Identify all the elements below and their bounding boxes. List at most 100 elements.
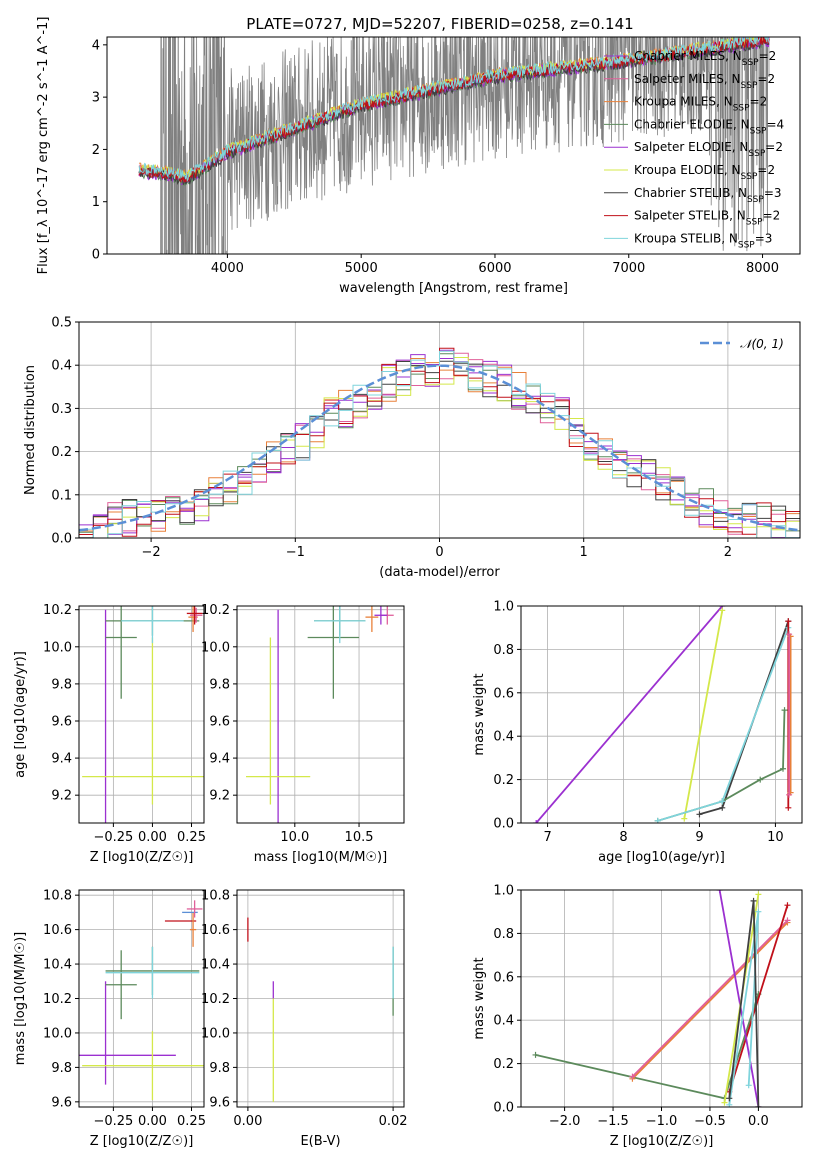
x-tick-label: 0 [435, 545, 443, 560]
data-point-marker [785, 804, 792, 811]
y-tick-label: 0.2 [493, 1057, 514, 1072]
y-tick-label: 10.6 [43, 923, 72, 938]
x-tick-label: 0.00 [233, 1114, 262, 1129]
plot-area [247, 917, 394, 1102]
y-tick-label: 0.1 [51, 488, 72, 503]
y-axis-label: Normed distribution [23, 365, 38, 495]
y-tick-label: 0.6 [493, 970, 514, 985]
y-tick-label: 10.4 [201, 958, 230, 973]
axes-frame [520, 605, 803, 824]
y-tick-label: 9.8 [209, 1061, 230, 1076]
y-tick-label: 10.0 [43, 1026, 72, 1041]
y-tick-label: 10.2 [43, 992, 72, 1007]
series-line [631, 919, 789, 1078]
y-tick-label: 0.8 [493, 927, 514, 942]
data-point-marker [755, 891, 762, 898]
data-point-marker [719, 804, 726, 811]
y-axis-label: mass weight [472, 957, 487, 1039]
data-point-marker [785, 618, 792, 625]
y-axis-label: mass [log10(M/M☉)] [13, 932, 28, 1065]
data-point-marker [784, 917, 791, 924]
y-tick-label: 10.2 [201, 992, 230, 1007]
x-tick-label: 0.0 [748, 1114, 769, 1129]
mass-vs-EBV-panel: 0.00 0.02 9.6 9.8 10.0 10.2 10.4 10.6 10.8 E(B-V) [201, 889, 408, 1149]
y-tick-label: 0.8 [493, 643, 514, 658]
y-tick-label: 10.2 [43, 603, 72, 618]
y-tick-label: 10.2 [201, 603, 230, 618]
y-tick-label: 0.6 [493, 686, 514, 701]
model-spectrum-line [138, 37, 770, 183]
x-tick-label: 8000 [746, 261, 779, 276]
data-point-marker [696, 811, 703, 818]
x-axis-label: (data-model)/error [379, 565, 500, 580]
plot-area [138, 37, 770, 254]
age-vs-mass-panel: 10.0 10.5 9.2 9.4 9.6 9.8 10.0 10.2 mass [log10(… [201, 603, 405, 865]
series-line [683, 610, 724, 819]
x-tick-label: −1 [286, 545, 305, 560]
y-tick-label: 9.6 [51, 1095, 72, 1110]
y-tick-label: 0 [92, 248, 100, 263]
y-tick-label: 9.6 [209, 714, 230, 729]
y-tick-label: 9.2 [209, 789, 230, 804]
y-tick-label: 9.8 [209, 677, 230, 692]
x-tick-label: −2.0 [549, 1114, 581, 1129]
data-point-marker [784, 902, 791, 909]
x-tick-label: −1.0 [646, 1114, 678, 1129]
y-tick-label: 0.4 [493, 1014, 514, 1029]
legend: 𝒩(0, 1) [700, 337, 784, 351]
y-tick-label: 9.2 [51, 789, 72, 804]
age-vs-Z-panel: −0.25 0.00 0.25 9.2 9.4 9.6 9.8 10.0 10.2 Z [log1… [13, 603, 206, 865]
x-tick-label: −0.5 [694, 1114, 726, 1129]
axes-frame [236, 605, 405, 824]
plot-area [82, 606, 204, 823]
x-tick-label: 0.00 [138, 1114, 167, 1129]
data-point-marker [750, 897, 757, 904]
y-tick-label: 10.8 [201, 889, 230, 904]
y-axis-label: Flux [f_λ 10^-17 erg cm^-2 s^-1 A^-1] [36, 17, 51, 275]
x-tick-label: 8 [619, 830, 627, 845]
data-point-marker [755, 908, 762, 915]
y-axis-label: mass weight [472, 673, 487, 755]
y-tick-label: 0.4 [51, 359, 72, 374]
series-line [631, 921, 789, 1080]
legend-label: 𝒩(0, 1) [740, 337, 784, 351]
data-point-marker [786, 631, 793, 638]
data-point-marker [532, 1051, 539, 1058]
massweight-vs-age-panel: 7 8 9 10 0.0 0.2 0.4 0.6 0.8 1.0 age [log10(age/yr… [472, 600, 803, 865]
series-line [718, 890, 760, 1107]
data-point-marker [721, 1099, 728, 1106]
massweight-vs-Z-panel: −2.0 −1.5 −1.0 −0.5 0.0 0.0 0.2 0.4 0.6 0.8 1.0 Z [… [472, 884, 803, 1149]
data-point-marker [681, 815, 688, 822]
y-tick-label: 9.6 [209, 1095, 230, 1110]
x-tick-label: −0.25 [93, 1114, 133, 1129]
y-axis-label: age [log10(age/yr)] [13, 651, 28, 778]
x-tick-label: 9 [695, 830, 703, 845]
y-tick-label: 9.8 [51, 1061, 72, 1076]
x-tick-label: 0.00 [138, 830, 167, 845]
plot-area [79, 347, 800, 538]
y-tick-label: 10.4 [43, 958, 72, 973]
y-tick-label: 3 [92, 91, 100, 106]
y-tick-label: 0.2 [493, 773, 514, 788]
series-line [728, 904, 789, 1093]
y-tick-label: 1.0 [493, 600, 514, 615]
y-tick-label: 0.0 [51, 532, 72, 547]
axes-frame [106, 36, 801, 255]
y-tick-label: 10.0 [201, 1026, 230, 1041]
x-tick-label: 10.5 [345, 830, 374, 845]
histogram-step-line [79, 350, 800, 538]
data-point-marker [781, 707, 788, 714]
y-tick-label: 9.6 [51, 714, 72, 729]
y-tick-label: 10.0 [43, 640, 72, 655]
x-tick-label: 1 [580, 545, 588, 560]
axes-frame [78, 605, 205, 824]
x-tick-label: 6000 [478, 261, 511, 276]
y-tick-label: 10.0 [201, 640, 230, 655]
data-point-marker [716, 890, 723, 893]
y-tick-label: 10.6 [201, 923, 230, 938]
data-point-marker [755, 1104, 762, 1107]
data-point-marker [719, 798, 726, 805]
x-tick-label: 0.25 [177, 1114, 206, 1129]
series-line [535, 606, 723, 823]
